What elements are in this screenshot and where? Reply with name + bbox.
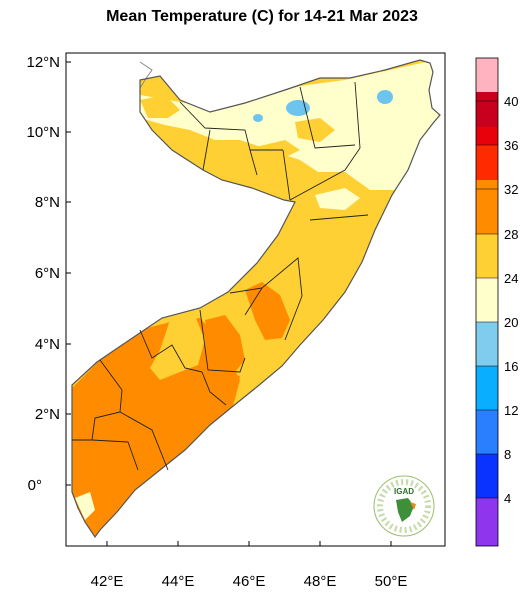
neighbour-border — [139, 61, 153, 89]
colorbar-bin-28-32 — [476, 180, 498, 234]
zone-24-28-north-patch — [225, 140, 300, 162]
zone-20-24-north — [140, 60, 440, 190]
admin-boundaries — [72, 81, 369, 471]
colorbar-tick-40: 40 — [504, 94, 518, 109]
colorbar-tick-4: 4 — [504, 491, 511, 506]
lat-label-10n: 10°N — [26, 124, 60, 141]
colorbar-bin-8-12 — [476, 410, 498, 454]
zone-28-32-mid — [205, 315, 245, 372]
africa-icon — [396, 498, 414, 522]
colorbar-bin-4-8 — [476, 454, 498, 498]
colorbar-tick-36: 36 — [504, 138, 518, 153]
lat-axis: 12°N 10°N 8°N 6°N 4°N 2°N 0° — [26, 54, 71, 494]
zone-24-28-northcentral — [295, 118, 335, 142]
lon-label-46e: 46°E — [233, 573, 266, 590]
colorbar-bin-40plus — [476, 58, 498, 92]
cool-spot-3 — [253, 114, 263, 122]
lat-label-8n: 8°N — [35, 194, 60, 211]
colorbar-bin-36-38 — [476, 127, 498, 145]
zone-28-32-coast — [210, 372, 240, 412]
lon-axis: 42°E 44°E 46°E 48°E 50°E — [91, 541, 408, 590]
igad-logo: IGAD — [373, 475, 435, 537]
lon-label-50e: 50°E — [375, 573, 408, 590]
lat-label-12n: 12°N — [26, 54, 60, 71]
colorbar-bin-34-36 — [476, 145, 498, 162]
colorbar-tick-28: 28 — [504, 227, 518, 242]
cool-spot-2 — [377, 90, 393, 104]
zone-24-28-inland — [150, 316, 205, 380]
lat-label-4n: 4°N — [35, 336, 60, 353]
lon-label-48e: 48°E — [304, 573, 337, 590]
colorbar-bin-24-28 — [476, 234, 498, 278]
colorbar-bin-below-4 — [476, 498, 498, 546]
colorbar-bin-20-24 — [476, 278, 498, 322]
zone-20-24-central — [315, 188, 360, 210]
lat-label-2n: 2°N — [35, 406, 60, 423]
logo-text: IGAD — [394, 487, 414, 496]
colorbar-tick-8: 8 — [504, 447, 511, 462]
colorbar-bin-12-16 — [476, 366, 498, 410]
colorbar-tick-32: 32 — [504, 182, 518, 197]
colorbar-tick-16: 16 — [504, 359, 518, 374]
country-outline — [71, 59, 441, 539]
colorbar-tick-20: 20 — [504, 315, 518, 330]
map-title: Mean Temperature (C) for 14-21 Mar 2023 — [106, 8, 418, 25]
lat-label-6n: 6°N — [35, 265, 60, 282]
colorbar-bin-16-20 — [476, 322, 498, 366]
zone-20-24-south-tip — [75, 492, 95, 520]
zone-24-28-northwest — [140, 95, 180, 118]
colorbar-tick-24: 24 — [504, 271, 518, 286]
colorbar: 40 36 32 28 24 20 16 12 8 4 — [475, 57, 518, 547]
lon-label-44e: 44°E — [162, 573, 195, 590]
colorbar-bin-38-40 — [476, 92, 498, 127]
lat-label-0: 0° — [28, 477, 42, 494]
colorbar-tick-12: 12 — [504, 403, 518, 418]
colorbar-bin-32-34 — [476, 162, 498, 180]
lon-label-42e: 42°E — [91, 573, 124, 590]
